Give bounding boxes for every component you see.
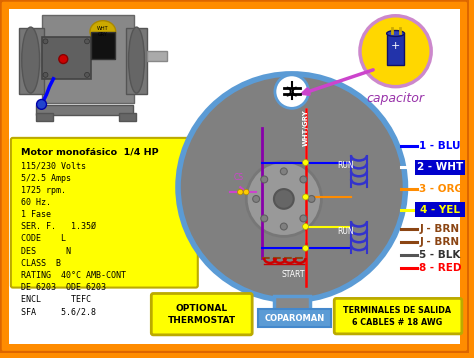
Text: Motor monofásico  1/4 HP: Motor monofásico 1/4 HP bbox=[21, 148, 158, 157]
Text: 3 - ORG: 3 - ORG bbox=[419, 184, 463, 194]
FancyBboxPatch shape bbox=[334, 299, 462, 334]
Ellipse shape bbox=[128, 27, 145, 93]
FancyBboxPatch shape bbox=[11, 138, 198, 287]
FancyBboxPatch shape bbox=[415, 160, 465, 175]
Circle shape bbox=[244, 189, 249, 195]
Circle shape bbox=[253, 195, 260, 202]
FancyBboxPatch shape bbox=[0, 0, 469, 353]
FancyBboxPatch shape bbox=[415, 202, 465, 217]
Circle shape bbox=[360, 16, 431, 87]
Circle shape bbox=[275, 75, 309, 108]
Text: 1 - BLU: 1 - BLU bbox=[419, 141, 461, 151]
Circle shape bbox=[246, 161, 321, 236]
Bar bbox=[147, 51, 167, 61]
FancyBboxPatch shape bbox=[151, 294, 252, 335]
Circle shape bbox=[300, 176, 307, 183]
Bar bbox=[42, 15, 134, 103]
Circle shape bbox=[261, 176, 268, 183]
Bar bbox=[42, 38, 91, 79]
Circle shape bbox=[280, 223, 287, 230]
Bar bbox=[274, 296, 310, 321]
Bar bbox=[36, 105, 133, 115]
Circle shape bbox=[178, 74, 405, 300]
Ellipse shape bbox=[90, 21, 116, 42]
Circle shape bbox=[302, 160, 309, 165]
Text: capacitor: capacitor bbox=[366, 92, 425, 105]
Circle shape bbox=[302, 194, 309, 200]
Text: COPAROMAN: COPAROMAN bbox=[264, 314, 325, 323]
FancyBboxPatch shape bbox=[258, 309, 331, 327]
Text: J - BRN: J - BRN bbox=[419, 224, 459, 234]
Bar bbox=[118, 113, 137, 121]
Text: 5 - BLK: 5 - BLK bbox=[419, 250, 461, 260]
Circle shape bbox=[300, 215, 307, 222]
Circle shape bbox=[59, 55, 68, 63]
Text: CS: CS bbox=[233, 173, 243, 182]
Text: WHT
GRY: WHT GRY bbox=[97, 26, 109, 37]
Text: RUN: RUN bbox=[337, 227, 354, 236]
Text: 2 - WHT: 2 - WHT bbox=[417, 163, 463, 173]
Circle shape bbox=[261, 215, 268, 222]
Bar bbox=[126, 28, 147, 93]
Circle shape bbox=[237, 189, 243, 195]
Ellipse shape bbox=[387, 30, 404, 37]
Text: 115/230 Volts
5/2.5 Amps
1725 rpm.
60 Hz.
1 Fase
SER. F.   1.35Ø
CODE    L
DES  : 115/230 Volts 5/2.5 Amps 1725 rpm. 60 Hz… bbox=[21, 161, 126, 316]
Text: START: START bbox=[282, 270, 305, 279]
Bar bbox=[91, 32, 115, 59]
Circle shape bbox=[84, 39, 90, 44]
Text: TERMINALES DE SALIDA
6 CABLES # 18 AWG: TERMINALES DE SALIDA 6 CABLES # 18 AWG bbox=[344, 306, 452, 326]
Circle shape bbox=[43, 72, 48, 77]
Circle shape bbox=[274, 189, 294, 209]
Circle shape bbox=[36, 100, 46, 109]
Text: WHT/GRY: WHT/GRY bbox=[302, 110, 309, 146]
Circle shape bbox=[302, 223, 309, 229]
Text: 4 - YEL: 4 - YEL bbox=[420, 205, 460, 215]
Circle shape bbox=[84, 72, 90, 77]
Text: J - BRN: J - BRN bbox=[419, 237, 459, 247]
Circle shape bbox=[308, 195, 315, 202]
Bar bbox=[387, 34, 404, 65]
Ellipse shape bbox=[22, 27, 39, 93]
Circle shape bbox=[43, 39, 48, 44]
Text: 8 - RED: 8 - RED bbox=[419, 263, 462, 273]
Text: RUN: RUN bbox=[337, 161, 354, 170]
Bar bbox=[36, 113, 54, 121]
Circle shape bbox=[302, 245, 309, 251]
Bar bbox=[19, 28, 44, 93]
Text: OPTIONAL
THERMOSTAT: OPTIONAL THERMOSTAT bbox=[168, 304, 236, 325]
Circle shape bbox=[280, 168, 287, 175]
Text: +: + bbox=[391, 41, 400, 51]
